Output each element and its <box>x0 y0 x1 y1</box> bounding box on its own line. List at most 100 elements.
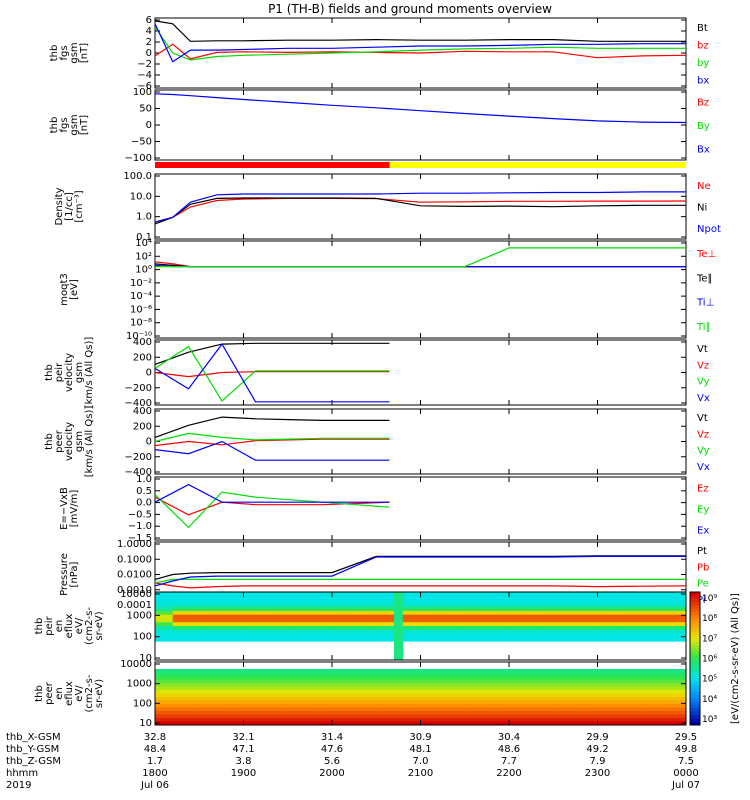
peer_en-cell <box>243 707 253 712</box>
peir_en-cell <box>305 626 315 631</box>
legend-green: by <box>697 58 709 69</box>
peer_en-cell <box>650 714 660 719</box>
peir_en-cell <box>261 607 271 612</box>
peer_en-cell <box>243 718 253 722</box>
peir_en-cell <box>632 626 643 631</box>
peir_en-cell <box>172 629 183 635</box>
peer_en-cell <box>305 711 315 715</box>
x-tick-y: 48.4 <box>144 744 166 755</box>
y-tick-label: 0.0 <box>136 498 152 509</box>
vpeer-frame <box>154 408 687 475</box>
peir_en-cell <box>234 610 244 616</box>
peer_en-cell <box>172 714 183 719</box>
peer_en-cell <box>641 714 652 719</box>
peir_en-cell <box>155 637 165 642</box>
peir_en-cell <box>668 607 678 612</box>
peer_en-cell <box>305 718 315 722</box>
peir_en-cell <box>155 610 165 616</box>
peer_en-cell <box>252 683 262 687</box>
peir_en-cell <box>535 610 545 616</box>
peer_en-cell <box>420 676 430 680</box>
peir_en-cell <box>172 618 183 623</box>
peir_en-cell <box>641 610 652 616</box>
peer_en-cell <box>367 704 377 708</box>
peer_en-cell <box>588 686 598 691</box>
peir_en-cell <box>562 592 572 597</box>
peir_en-cell <box>438 618 448 623</box>
peir_en-cell <box>438 614 448 619</box>
peir_en-cell <box>314 629 324 635</box>
peir_en-cell <box>411 595 421 601</box>
peir_en-cell <box>314 599 324 604</box>
peir_en-cell <box>447 614 457 619</box>
peer_en-cell <box>278 721 289 726</box>
peer_en-cell <box>624 700 634 705</box>
peer_en-cell <box>385 697 395 701</box>
peir_en-cell <box>340 610 351 616</box>
peir_en-cell <box>632 595 643 601</box>
peer_en-cell <box>358 707 368 712</box>
peer_en-cell <box>252 718 262 722</box>
peer_en-cell <box>296 683 306 687</box>
peer_en-cell <box>270 721 280 726</box>
colorbar-swatch <box>690 675 700 679</box>
peer_en-cell <box>216 718 227 722</box>
peir_en-cell <box>181 592 191 597</box>
peer_en-cell <box>296 721 306 726</box>
peir_en-cell <box>163 599 174 604</box>
peer_en-cell <box>332 721 342 726</box>
peir_en-cell <box>252 614 262 619</box>
peir_en-cell <box>225 633 236 638</box>
peer_en-cell <box>473 669 483 673</box>
peer_en-cell <box>163 704 174 708</box>
peer_en-cell <box>234 697 244 701</box>
peer_en-cell <box>500 721 510 726</box>
peir_en-cell <box>181 607 191 612</box>
y-axis-label: [km/s (All Qs)] <box>84 337 95 409</box>
peer_en-cell <box>659 697 669 701</box>
peer_en-cell <box>447 669 457 673</box>
peir_en-cell <box>535 595 545 601</box>
peir_en-cell <box>172 622 183 627</box>
peir_en-cell <box>323 618 333 623</box>
peer_en-cell <box>208 686 218 691</box>
peir_en-cell <box>385 626 395 631</box>
peer_en-cell <box>305 700 315 705</box>
peer_en-cell <box>526 683 537 687</box>
peir_en-cell <box>509 622 519 627</box>
peir_en-cell <box>641 607 652 612</box>
peer_en-cell <box>641 700 652 705</box>
peer_en-cell <box>358 704 368 708</box>
peer_en-cell <box>367 700 377 705</box>
peer_en-cell <box>367 721 377 726</box>
y-tick-label: −200 <box>125 383 152 394</box>
peer_en-cell <box>482 718 492 722</box>
peir_en-cell <box>659 626 669 631</box>
peer_en-cell <box>570 721 581 726</box>
peer_en-cell <box>296 711 306 715</box>
peer_en-cell <box>588 700 598 705</box>
peer_en-cell <box>367 683 377 687</box>
peer_en-cell <box>553 700 563 705</box>
peer_en-cell <box>650 718 660 722</box>
colorbar-swatch <box>690 615 700 620</box>
y-tick-label: 10.0 <box>130 191 152 202</box>
peir_en-cell <box>473 610 483 616</box>
peer_en-cell <box>517 669 528 673</box>
peer_en-cell <box>677 697 687 701</box>
colorbar-swatch <box>690 695 700 699</box>
peer_en-cell <box>570 711 581 715</box>
peir_en-cell <box>615 637 625 642</box>
peer_en-cell <box>358 721 368 726</box>
peer_en-cell <box>181 714 191 719</box>
peir_en-cell <box>287 626 298 631</box>
colorbar-tick-label: 10³ <box>702 715 717 725</box>
peir_en-cell <box>199 595 209 601</box>
peer_en-cell <box>296 714 306 719</box>
peir_en-cell <box>650 633 660 638</box>
peer_en-cell <box>216 676 227 680</box>
peer_en-cell <box>234 714 244 719</box>
peir_en-cell <box>155 618 165 623</box>
peir_en-cell <box>234 629 244 635</box>
peer_en-cell <box>464 686 475 691</box>
